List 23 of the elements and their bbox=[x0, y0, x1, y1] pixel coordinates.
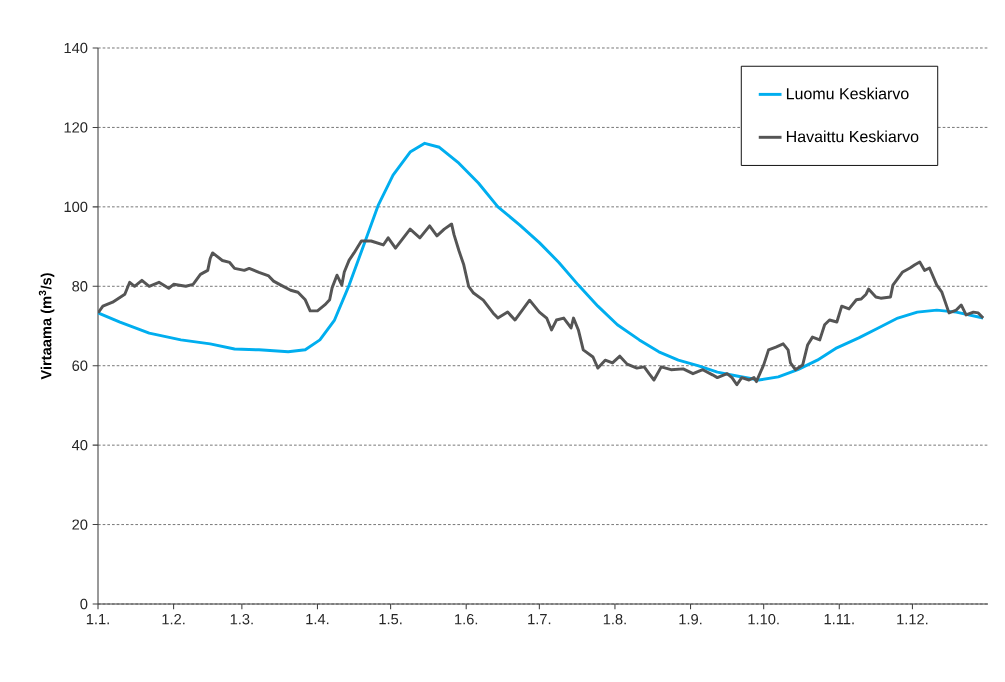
y-tick-label: 40 bbox=[71, 439, 88, 451]
x-tick-label: 1.5. bbox=[379, 614, 402, 625]
x-tick-label: 1.7. bbox=[528, 614, 551, 625]
x-tick-label: 1.10. bbox=[748, 614, 779, 625]
y-axis-title: Virtaama (m$^{3}$/s) bbox=[38, 273, 55, 380]
y-tick-label: 120 bbox=[64, 122, 88, 133]
x-tick-label: 1.4. bbox=[306, 614, 329, 625]
y-tick-label: 0 bbox=[80, 598, 88, 610]
x-tick-label: 1.3. bbox=[230, 614, 253, 625]
legend-label: Havaittu Keskiarvo bbox=[786, 130, 919, 143]
x-tick-label: 1.11. bbox=[824, 614, 854, 625]
y-tick-label: 80 bbox=[72, 281, 88, 292]
legend-label: Luomu Keskiarvo bbox=[786, 87, 909, 100]
x-tick-label: 1.6. bbox=[455, 614, 478, 625]
x-tick-label: 1.8. bbox=[603, 614, 626, 625]
y-tick-label: 60 bbox=[72, 360, 88, 371]
x-tick-label: 1.2. bbox=[162, 614, 185, 625]
x-tick-label: 1.9. bbox=[679, 614, 702, 625]
y-tick-label: 20 bbox=[72, 519, 88, 530]
y-tick-label: 100 bbox=[64, 201, 88, 213]
y-tick-label: 140 bbox=[64, 42, 88, 54]
x-tick-label: 1.12. bbox=[897, 614, 928, 625]
x-tick-label: 1.1. bbox=[86, 614, 109, 625]
